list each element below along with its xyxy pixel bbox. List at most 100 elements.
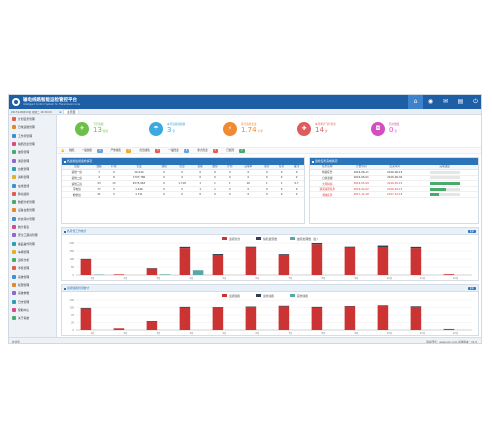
bar[interactable]	[278, 305, 290, 307]
alert-item[interactable]: 一般缺陷 4	[82, 149, 107, 153]
table-row[interactable]: 消缺任务 2017-12-18 2017-12-18	[310, 191, 478, 199]
table-cell: 特巡任务	[310, 169, 345, 176]
bar[interactable]	[377, 305, 389, 306]
table-cell: 0	[274, 169, 290, 176]
sidebar-item[interactable]: 车辆管理	[9, 248, 56, 256]
sidebar-item[interactable]: 资料管理	[9, 173, 56, 181]
bar[interactable]	[212, 254, 224, 255]
sidebar-item[interactable]: 系统参数	[9, 289, 56, 297]
table-row[interactable]: 大风特巡 2016-05-09 2016-05-19	[310, 180, 478, 187]
sidebar-item[interactable]: 数据分析管理	[9, 198, 56, 206]
sidebar-item[interactable]: 缺陷隐患管理	[9, 140, 56, 148]
bar[interactable]	[80, 307, 92, 309]
table-row[interactable]: 运维二班 4 8 1797.786 0 0 0 0 0 0 0 0 0	[62, 175, 304, 182]
sidebar-item[interactable]: 在线监测	[9, 181, 56, 189]
more-button[interactable]: 更多	[467, 286, 476, 291]
alert-item[interactable]: 已处理 2	[226, 149, 248, 153]
bar[interactable]	[245, 306, 257, 330]
alert-item[interactable]: 重大隐患 0	[197, 149, 222, 153]
panel-title: 各巡检班组巡检情况	[62, 158, 304, 165]
bar[interactable]	[410, 306, 422, 330]
sidebar-item[interactable]: 故障管理	[9, 148, 56, 156]
bar[interactable]	[179, 248, 191, 275]
bar[interactable]	[311, 307, 323, 331]
bar[interactable]	[311, 244, 323, 275]
power-icon[interactable]: ⏻	[473, 98, 478, 105]
bar[interactable]	[146, 321, 158, 330]
bar[interactable]	[410, 306, 422, 307]
sidebar-item[interactable]: 计划任务管理	[9, 115, 56, 123]
table-row[interactable]: 带电班 77 3 1.446 0 0 1 1 0 0 0 0 0	[62, 186, 304, 193]
bar[interactable]	[80, 259, 92, 275]
table-row[interactable]: 特巡任务 2016-06-11 2016-06-19	[310, 169, 478, 176]
bar[interactable]	[179, 307, 191, 331]
bar[interactable]	[146, 268, 158, 275]
sidebar-item[interactable]: 台账管理	[9, 165, 56, 173]
sidebar-item[interactable]: 考核管理	[9, 264, 56, 272]
bar[interactable]	[179, 246, 191, 249]
home-icon[interactable]: ⌂	[408, 95, 423, 109]
column-header: 杆塔	[106, 165, 122, 171]
bar[interactable]	[192, 270, 204, 275]
table-row[interactable]: 运维一班 7 9 16.440 0 0 0 0 0 0 0 0 0	[62, 169, 304, 176]
bar[interactable]	[80, 308, 92, 330]
bar[interactable]	[443, 328, 455, 330]
kpi-value: 1.74公里	[241, 127, 263, 134]
table-row[interactable]: 日常巡视 2016-06-01 2016-06-30	[310, 175, 478, 182]
table-cell: 3	[106, 191, 122, 199]
bar[interactable]	[212, 307, 224, 331]
bar[interactable]	[113, 274, 125, 275]
bar[interactable]	[410, 248, 422, 275]
progress-bar	[429, 182, 460, 186]
bar[interactable]	[344, 246, 356, 248]
sidebar-item[interactable]: 设备台账管理	[9, 206, 56, 214]
bar[interactable]	[245, 247, 257, 275]
table-cell: 2016-04-15	[377, 186, 412, 193]
more-button[interactable]: 更多	[467, 229, 476, 234]
sidebar-item[interactable]: 通道管理	[9, 156, 56, 164]
bar[interactable]	[278, 255, 290, 275]
table-row[interactable]: 通道清理任务 2016-04-02 2016-04-15	[310, 186, 478, 193]
bar[interactable]	[311, 243, 323, 245]
menu-toggle-icon[interactable]: ≡	[59, 110, 62, 114]
sidebar-item[interactable]: 移动巡检	[9, 190, 56, 198]
bar[interactable]	[278, 306, 290, 330]
bar[interactable]	[159, 274, 171, 275]
bar[interactable]	[113, 328, 125, 330]
bar[interactable]	[80, 258, 92, 260]
tab-home[interactable]: 主页面	[63, 109, 80, 115]
sidebar-item[interactable]: 状态评价管理	[9, 215, 56, 223]
bar[interactable]	[179, 306, 191, 308]
bar[interactable]	[245, 246, 257, 248]
sidebar-item[interactable]: 统计报表	[9, 223, 56, 231]
sidebar-item[interactable]: 日志管理	[9, 298, 56, 306]
bar[interactable]	[410, 246, 422, 249]
bar[interactable]	[377, 247, 389, 275]
alert-item[interactable]: 严重缺陷 0	[111, 149, 136, 153]
sidebar-item[interactable]: 运检分析	[9, 256, 56, 264]
sidebar-item[interactable]: 权限管理	[9, 281, 56, 289]
sidebar-item[interactable]: 安全工器具管理	[9, 231, 56, 239]
sidebar-item[interactable]: 工作票管理	[9, 132, 56, 140]
bar[interactable]	[344, 247, 356, 275]
bar[interactable]	[212, 255, 224, 275]
globe-icon[interactable]: ◉	[427, 98, 434, 105]
sidebar-item[interactable]: 备品备件管理	[9, 239, 56, 247]
bar[interactable]	[377, 245, 389, 247]
table-cell: 日常巡视	[310, 175, 345, 182]
sidebar-item[interactable]: 系统管理	[9, 273, 56, 281]
clipboard-icon[interactable]: ▤	[457, 98, 464, 105]
sidebar-item[interactable]: 日常运维管理	[9, 123, 56, 131]
table-row[interactable]: 检修班 21 3 1.711 0 0 0 0 0 0 0 0 0	[62, 191, 304, 199]
alert-item[interactable]: 危急缺陷 0	[139, 149, 164, 153]
bar[interactable]	[443, 274, 455, 275]
bar[interactable]	[344, 306, 356, 330]
sidebar-item[interactable]: 关于系统	[9, 314, 56, 322]
alert-item[interactable]: 一般隐患 6	[168, 149, 193, 153]
bar[interactable]	[377, 306, 389, 330]
bar[interactable]	[311, 306, 323, 308]
bar[interactable]	[278, 254, 290, 255]
mail-icon[interactable]: ✉	[442, 98, 449, 105]
sidebar-item[interactable]: 帮助中心	[9, 306, 56, 314]
table-row[interactable]: 运维三班 23 13 2575.963 0 1.718 1 1 1 16 1 1 0.7	[62, 180, 304, 187]
